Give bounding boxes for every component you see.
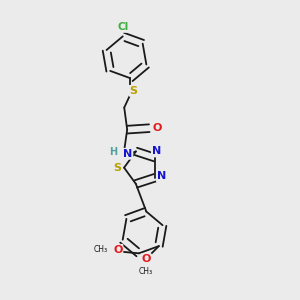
Text: N: N xyxy=(152,146,161,156)
Text: N: N xyxy=(123,149,132,159)
Text: N: N xyxy=(157,171,166,181)
Text: S: S xyxy=(130,86,138,96)
Text: H: H xyxy=(109,147,117,157)
Text: O: O xyxy=(153,123,162,133)
Text: O: O xyxy=(142,254,151,264)
Text: S: S xyxy=(114,163,122,173)
Text: CH₃: CH₃ xyxy=(139,267,153,276)
Text: O: O xyxy=(113,245,122,255)
Text: Cl: Cl xyxy=(117,22,128,32)
Text: CH₃: CH₃ xyxy=(94,245,108,254)
